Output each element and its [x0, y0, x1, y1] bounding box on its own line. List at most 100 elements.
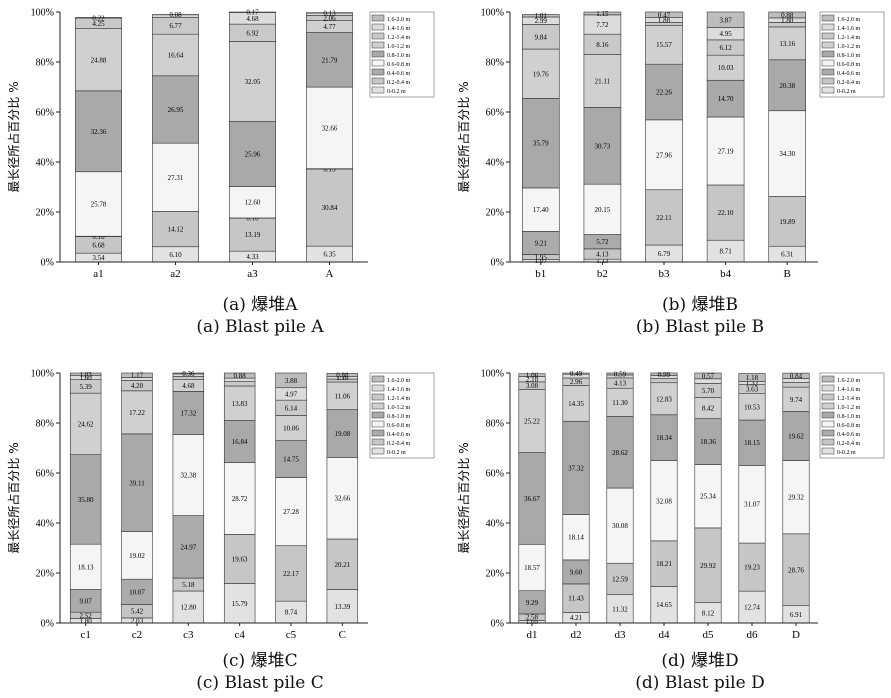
legend-swatch [821, 14, 835, 22]
data-label: 17.40 [533, 206, 549, 214]
bar-segment [223, 385, 256, 421]
data-label: 8.74 [285, 609, 298, 617]
data-label: 3.63 [746, 386, 759, 394]
data-label: 0.36 [182, 370, 195, 378]
data-label: 22.10 [718, 209, 734, 217]
data-label: 1.06 [526, 372, 539, 380]
data-label: 25.78 [91, 200, 107, 208]
data-label: 12.80 [180, 604, 196, 612]
bar-segment [738, 393, 766, 421]
data-label: 6.31 [781, 251, 794, 259]
legend-swatch [371, 375, 385, 383]
legend-label: 1.6-2.0 m [837, 378, 860, 384]
data-label: 18.36 [700, 438, 716, 446]
x-tick-label: c2 [132, 629, 142, 641]
bar-segment [522, 98, 560, 189]
data-label: 12.74 [744, 604, 760, 612]
bar-segment [229, 41, 276, 122]
bar-segment [522, 187, 560, 232]
data-label: 9.60 [570, 568, 583, 576]
data-label: 9.84 [535, 33, 548, 41]
data-label: 1.03 [80, 371, 93, 379]
bar-segment [306, 32, 353, 88]
bar-segment [172, 372, 205, 375]
legend-label: 0.4-0.6 m [387, 432, 410, 438]
bar-segment [121, 372, 153, 378]
caption-d-cn: (d) 爆堆D [661, 651, 739, 671]
legend-swatch [821, 438, 835, 446]
data-label: 9.21 [535, 239, 548, 247]
chart-panel-0: 最长径所占百分比 %0%20%40%60%80%100%3.546.680.10… [6, 8, 435, 280]
y-axis-label: 最长径所占百分比 % [456, 81, 471, 192]
data-label: 14.70 [718, 95, 734, 103]
data-label: 13.83 [232, 400, 248, 408]
data-label: 2.96 [570, 378, 583, 386]
data-label: 1.32 [746, 379, 759, 387]
data-label: 9.07 [80, 597, 93, 605]
legend-swatch [371, 402, 385, 410]
bar-segment [650, 372, 678, 376]
data-label: 19.02 [129, 552, 145, 560]
data-label: 14.75 [283, 456, 299, 464]
chart-panel-3: 最长径所占百分比 % 0% 20% 40% 60% 80% 100% 1.052.58 9.29… [456, 369, 885, 641]
legend-label: 0.4-0.6 m [837, 432, 860, 438]
bar-segment [583, 11, 622, 16]
legend-swatch [371, 411, 385, 419]
bar-segment [645, 119, 683, 191]
y-tick-label: 20% [36, 208, 54, 219]
data-label: 19.08 [334, 430, 350, 438]
bar-segment [152, 142, 199, 212]
bar-segment [223, 462, 256, 535]
bar-segment [650, 378, 678, 384]
bar-segment [606, 387, 634, 417]
data-label: 28.72 [232, 495, 248, 503]
caption-b-en: (b) Blast pile B [635, 317, 765, 337]
data-label: 19.62 [788, 433, 804, 441]
data-label: 20.38 [779, 82, 795, 90]
legend-swatch [821, 59, 835, 67]
data-label: 29.32 [788, 494, 804, 502]
bar-segment [606, 594, 634, 624]
data-label: 2.03 [131, 617, 144, 625]
legend-label: 0.6-0.8 m [837, 62, 860, 68]
data-label: 30.08 [612, 522, 628, 530]
legend-label: 0.8-1.0 m [837, 414, 860, 420]
data-label: 1.88 [658, 17, 671, 25]
data-label: 1.80 [80, 617, 93, 625]
data-label: 35.80 [78, 496, 94, 504]
data-label: 18.57 [524, 564, 540, 572]
legend-swatch [821, 420, 835, 428]
data-label: 10.53 [744, 403, 760, 411]
data-label: 0.88 [336, 371, 349, 379]
legend-label: 0.8-1.0 m [387, 53, 410, 59]
bar-segment [738, 590, 766, 624]
legend-label: 0-0.2 m [837, 89, 856, 95]
legend-label: 1.4-1.6 m [387, 387, 410, 393]
data-label: 22.17 [283, 570, 299, 578]
data-label: 1.17 [131, 372, 144, 380]
data-label: 6.79 [658, 250, 671, 258]
data-label: 2.06 [323, 15, 336, 23]
legend-swatch [821, 384, 835, 392]
y-axis-label: 最长径所占百分比 % [6, 81, 21, 192]
data-label: 31.07 [744, 501, 760, 509]
data-label: 18.14 [568, 534, 584, 542]
data-label: 18.21 [656, 560, 672, 568]
y-tick-label: 80% [36, 419, 54, 430]
data-label: 6.10 [169, 251, 182, 259]
bar-segment [694, 527, 722, 604]
y-tick-label: 60% [36, 469, 54, 480]
legend-swatch [371, 429, 385, 437]
y-tick-label: 0% [41, 258, 54, 269]
legend-swatch [821, 50, 835, 58]
data-label: 10.06 [283, 425, 299, 433]
bar-segment [69, 372, 102, 376]
data-label: 0.08 [169, 11, 182, 19]
data-label: 4.97 [285, 390, 298, 398]
data-label: 0.84 [790, 372, 803, 380]
bar-segment [583, 107, 622, 185]
legend-label: 0.8-1.0 m [387, 414, 410, 420]
legend-swatch [371, 50, 385, 58]
data-label: 12.83 [656, 395, 672, 403]
bar-segment [275, 415, 307, 441]
